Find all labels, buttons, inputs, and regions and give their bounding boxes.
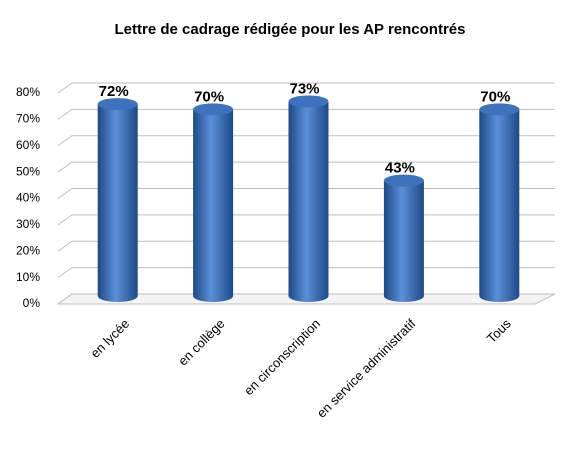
bar-top xyxy=(288,95,329,108)
value-label: 73% xyxy=(289,80,319,97)
value-label: 72% xyxy=(99,83,129,100)
y-tick-label: 20% xyxy=(16,243,40,257)
bar-top xyxy=(383,174,424,187)
x-tick-label: Tous xyxy=(484,316,514,346)
grid-line xyxy=(57,82,555,94)
y-tick-label: 50% xyxy=(16,164,40,178)
bar-top xyxy=(97,98,138,111)
y-tick-label: 10% xyxy=(16,270,40,284)
x-tick-label: en service administratif xyxy=(314,316,419,421)
grid-line xyxy=(57,161,555,173)
chart-title: Lettre de cadrage rédigée pour les AP re… xyxy=(115,21,466,38)
bar xyxy=(288,101,329,303)
y-tick-label: 80% xyxy=(16,85,40,99)
bar xyxy=(97,104,138,302)
value-label: 70% xyxy=(194,88,224,105)
value-label: 43% xyxy=(385,160,415,177)
y-tick-label: 40% xyxy=(16,191,40,205)
y-tick-label: 0% xyxy=(23,296,41,310)
grid-line xyxy=(57,108,555,120)
bar xyxy=(383,180,424,302)
x-tick-label: en lycée xyxy=(87,316,132,361)
grid-line xyxy=(57,135,555,147)
bar xyxy=(479,109,520,302)
value-label: 70% xyxy=(480,88,510,105)
bar xyxy=(193,109,234,302)
y-tick-label: 30% xyxy=(16,217,40,231)
bar-top xyxy=(479,103,520,116)
y-tick-label: 60% xyxy=(16,138,40,152)
x-tick-label: en collège xyxy=(175,316,228,369)
x-tick-label: en circonscription xyxy=(241,316,323,398)
bar-top xyxy=(193,103,234,116)
y-tick-label: 70% xyxy=(16,112,40,126)
